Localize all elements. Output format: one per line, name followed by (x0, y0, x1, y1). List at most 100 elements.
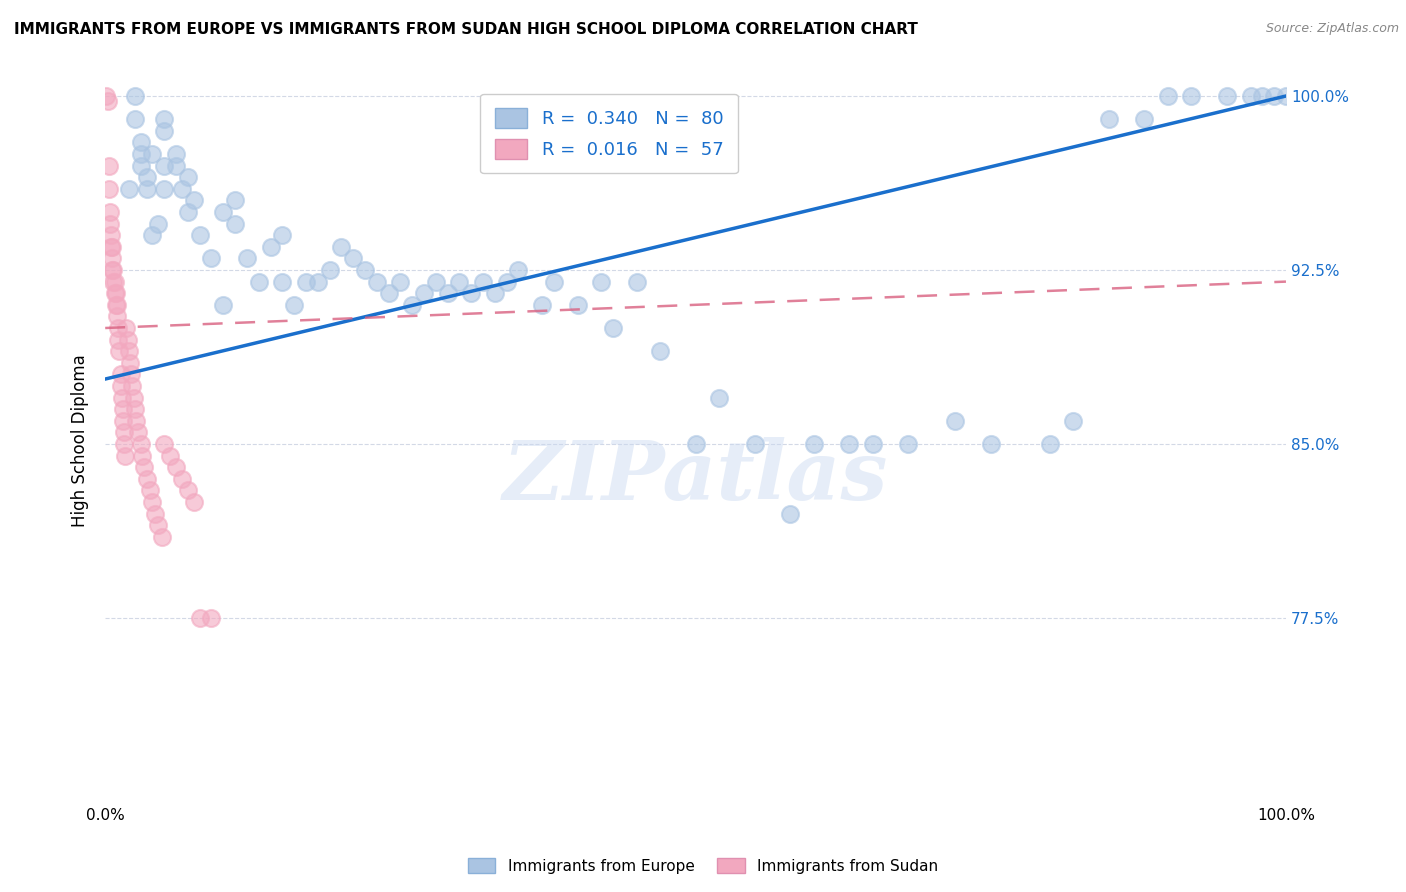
Point (127, 425, 149, 440)
Point (165, 460, 187, 475)
Point (96, 89, 118, 103)
Point (401, 298, 423, 312)
Point (107, 333, 129, 347)
Point (129, 147, 152, 161)
Point (114, 449, 136, 463)
Point (271, 275, 294, 289)
Point (389, 275, 412, 289)
Point (318, 263, 340, 277)
Point (129, 159, 152, 173)
Point (943, 414, 966, 428)
Point (1062, 414, 1084, 428)
Point (177, 483, 200, 498)
Point (838, 437, 860, 451)
Point (141, 495, 163, 509)
Point (125, 414, 148, 428)
Point (495, 275, 517, 289)
Point (650, 344, 672, 359)
Point (129, 136, 152, 150)
Point (779, 507, 801, 521)
Point (97, 159, 120, 173)
Point (100, 240, 122, 254)
Point (188, 228, 211, 243)
Point (141, 147, 163, 161)
Point (153, 437, 176, 451)
Point (567, 298, 589, 312)
Point (103, 275, 125, 289)
Point (709, 391, 731, 405)
Point (283, 298, 305, 312)
Point (165, 147, 187, 161)
Legend: R =  0.340   N =  80, R =  0.016   N =  57: R = 0.340 N = 80, R = 0.016 N = 57 (481, 94, 738, 173)
Point (104, 286, 127, 301)
Point (183, 194, 205, 208)
Point (897, 437, 920, 451)
Point (247, 275, 270, 289)
Point (111, 402, 134, 417)
Point (143, 507, 166, 521)
Point (124, 402, 146, 417)
Point (330, 240, 353, 254)
Point (307, 275, 329, 289)
Point (1263, 89, 1285, 103)
Point (117, 333, 139, 347)
Point (104, 298, 127, 312)
Point (118, 182, 141, 196)
Point (1251, 89, 1274, 103)
Point (342, 252, 364, 266)
Text: IMMIGRANTS FROM EUROPE VS IMMIGRANTS FROM SUDAN HIGH SCHOOL DIPLOMA CORRELATION : IMMIGRANTS FROM EUROPE VS IMMIGRANTS FRO… (14, 22, 918, 37)
Point (862, 437, 884, 451)
Point (1157, 89, 1180, 103)
Point (460, 286, 482, 301)
Point (212, 205, 235, 219)
Point (135, 182, 157, 196)
Point (366, 275, 388, 289)
Point (1133, 112, 1156, 127)
Text: Source: ZipAtlas.com: Source: ZipAtlas.com (1265, 22, 1399, 36)
Point (105, 310, 128, 324)
Point (111, 391, 134, 405)
Point (1098, 112, 1121, 127)
Point (377, 286, 399, 301)
Point (135, 170, 157, 185)
Point (112, 425, 135, 440)
Point (1180, 89, 1202, 103)
Point (131, 449, 153, 463)
Legend: Immigrants from Europe, Immigrants from Sudan: Immigrants from Europe, Immigrants from … (461, 852, 945, 880)
Point (104, 275, 127, 289)
Point (1216, 89, 1239, 103)
Point (148, 217, 170, 231)
Point (1239, 89, 1261, 103)
Point (153, 159, 176, 173)
Point (170, 182, 193, 196)
Point (188, 611, 211, 625)
Point (98, 205, 121, 219)
Point (543, 275, 565, 289)
Point (135, 472, 157, 486)
Point (1275, 89, 1298, 103)
Point (100, 228, 122, 243)
Point (101, 240, 124, 254)
Point (177, 170, 200, 185)
Point (105, 298, 128, 312)
Point (224, 194, 246, 208)
Point (98, 217, 121, 231)
Point (118, 344, 141, 359)
Point (104, 286, 127, 301)
Point (177, 205, 200, 219)
Point (165, 159, 187, 173)
Point (121, 379, 143, 393)
Point (224, 217, 246, 231)
Point (110, 368, 132, 382)
Point (97, 94, 120, 108)
Point (980, 437, 1002, 451)
Point (472, 275, 495, 289)
Y-axis label: High School Diploma: High School Diploma (72, 354, 89, 527)
Point (107, 321, 129, 335)
Point (484, 286, 506, 301)
Point (115, 321, 138, 335)
Point (200, 252, 222, 266)
Point (111, 414, 134, 428)
Point (354, 263, 377, 277)
Point (685, 437, 707, 451)
